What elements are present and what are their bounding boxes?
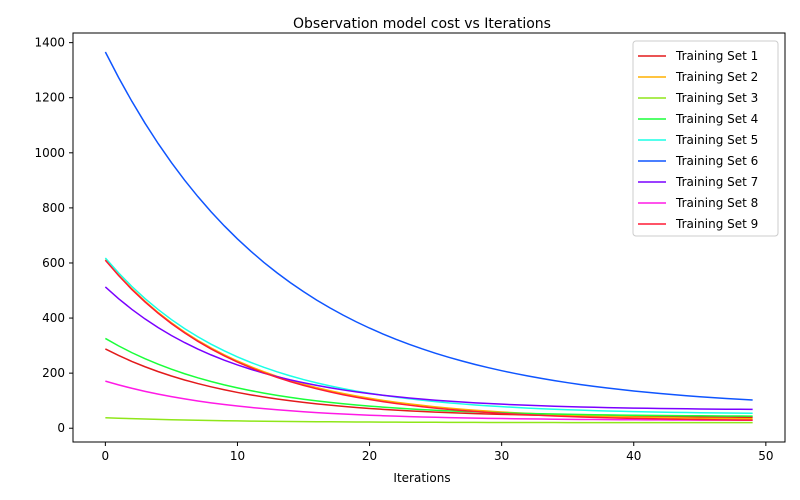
y-tick-label: 0: [57, 421, 65, 435]
x-axis: 0 10 20 30 40 50: [102, 442, 773, 463]
legend-entry: Training Set 8: [675, 196, 758, 210]
legend-entry: Training Set 5: [675, 133, 758, 147]
series-line-8: [105, 380, 753, 421]
x-tick-label: 50: [758, 449, 773, 463]
legend-entry: Training Set 3: [675, 91, 758, 105]
series-layer: [104, 51, 753, 424]
y-tick-label: 1200: [34, 91, 65, 105]
x-tick-label: 40: [626, 449, 641, 463]
legend-box: [632, 40, 779, 237]
legend-entry: Training Set 1: [675, 49, 758, 63]
legend-entry: Training Set 7: [675, 175, 758, 189]
plot-frame: [72, 32, 786, 443]
y-tick-label: 200: [42, 366, 65, 380]
x-tick-label: 0: [102, 449, 110, 463]
chart-title: Observation model cost vs Iterations: [293, 16, 551, 32]
x-tick-label: 30: [494, 449, 509, 463]
series-line-7: [104, 286, 753, 411]
legend-entry: Training Set 9: [675, 217, 758, 231]
series-line-2: [104, 259, 753, 420]
legend-entry: Training Set 4: [675, 112, 758, 126]
y-tick-label: 1400: [34, 36, 65, 50]
y-axis: 0 200 400 600 800 1000 1200 1400: [34, 36, 73, 435]
series-line-9: [104, 259, 753, 421]
series-line-5: [104, 257, 753, 415]
y-tick-label: 1000: [34, 146, 65, 160]
x-tick-label: 10: [230, 449, 245, 463]
x-axis-label: Iterations: [393, 471, 450, 485]
y-tick-label: 800: [42, 201, 65, 215]
series-line-4: [104, 337, 753, 417]
legend-entry: Training Set 6: [675, 154, 758, 168]
x-tick-label: 20: [362, 449, 377, 463]
series-line-3: [105, 417, 753, 424]
y-tick-label: 400: [42, 311, 65, 325]
legend-entry: Training Set 2: [675, 70, 758, 84]
y-tick-label: 600: [42, 256, 65, 270]
series-line-6: [104, 51, 753, 401]
legend: Training Set 1 Training Set 2 Training Set…: [632, 40, 779, 237]
